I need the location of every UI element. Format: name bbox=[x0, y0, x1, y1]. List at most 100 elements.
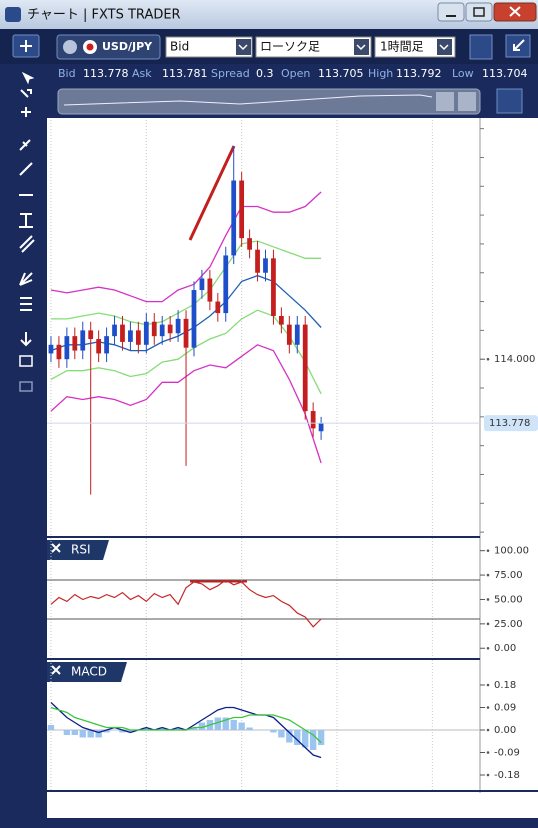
y-tick-label: -0.09 bbox=[494, 748, 520, 759]
panel-title: RSI bbox=[71, 543, 91, 557]
scroll-button[interactable] bbox=[469, 34, 493, 60]
candle-body bbox=[120, 324, 125, 342]
candle-body bbox=[231, 180, 237, 256]
y-tick-dot bbox=[486, 646, 490, 650]
maximize-button[interactable] bbox=[465, 2, 493, 22]
timeframe-dropdown[interactable] bbox=[374, 36, 456, 58]
drawing-tools[interactable] bbox=[19, 71, 35, 392]
price-side: Bid bbox=[170, 40, 189, 54]
quote-label: Spread bbox=[211, 67, 250, 80]
histogram-bar bbox=[87, 730, 94, 738]
price-side-dropdown[interactable] bbox=[165, 36, 253, 58]
candle-body bbox=[112, 324, 117, 337]
histogram-bar bbox=[246, 727, 253, 730]
symbol-selector[interactable] bbox=[56, 34, 161, 60]
candle-body bbox=[278, 315, 284, 325]
last-price-tag bbox=[484, 415, 538, 432]
candle-body bbox=[223, 255, 229, 314]
candle-body bbox=[48, 344, 54, 354]
y-tick-dot bbox=[486, 573, 490, 577]
candle-body bbox=[128, 330, 133, 342]
candle-body bbox=[104, 336, 109, 354]
y-tick-label: 0.09 bbox=[494, 703, 516, 714]
y-tick-dot bbox=[486, 706, 490, 709]
histogram-bar bbox=[174, 727, 182, 730]
band-line bbox=[50, 191, 322, 303]
candle-body bbox=[64, 336, 70, 360]
histogram-bar bbox=[317, 730, 325, 745]
window-title: チャート | FXTS TRADER bbox=[27, 8, 181, 23]
chart-type-dropdown[interactable] bbox=[255, 36, 372, 58]
x-tick-label: 12:00 bbox=[416, 798, 448, 811]
candle-body bbox=[167, 324, 173, 334]
candle-body bbox=[247, 238, 252, 250]
y-tick-label: 25.00 bbox=[494, 619, 523, 630]
quote-value: 113.792 bbox=[396, 67, 442, 80]
candle-body bbox=[175, 318, 181, 334]
histogram-bar bbox=[111, 730, 118, 731]
candle-body bbox=[135, 330, 141, 345]
y-tick-dot bbox=[486, 598, 490, 601]
quote-value: 0.3 bbox=[256, 67, 274, 80]
plots: 12:00 12:00 12:00 12:00 12:00 bbox=[35, 120, 480, 811]
quote-label: Ask bbox=[132, 67, 152, 80]
panel-tab bbox=[47, 540, 109, 560]
histogram-bar bbox=[254, 730, 261, 731]
quote-label: Low bbox=[452, 67, 474, 80]
quote-label: Bid bbox=[58, 67, 76, 80]
candle-body bbox=[239, 180, 245, 239]
y-tick-label: 0.00 bbox=[494, 643, 516, 654]
histogram-bar bbox=[222, 717, 229, 730]
candle-body bbox=[143, 321, 149, 345]
app-icon bbox=[5, 7, 21, 22]
histogram-bar bbox=[79, 730, 86, 738]
candle-body bbox=[318, 423, 324, 432]
last-price-label: 113.778 bbox=[489, 418, 530, 429]
y-tick-dot bbox=[486, 549, 490, 552]
y-tick-label: 75.00 bbox=[494, 570, 523, 581]
candle-body bbox=[80, 330, 86, 351]
macd-line bbox=[50, 706, 322, 743]
candle-body bbox=[72, 336, 78, 351]
histogram-bar bbox=[95, 730, 102, 738]
histogram-bar bbox=[47, 725, 55, 730]
minimize-button[interactable] bbox=[437, 2, 465, 22]
candle-body bbox=[215, 301, 221, 314]
candle-body bbox=[56, 344, 62, 360]
histogram-bar bbox=[119, 730, 126, 733]
x-tick-label: 12:00 bbox=[130, 798, 162, 811]
fit-button[interactable] bbox=[496, 88, 523, 114]
candle-body bbox=[183, 318, 189, 348]
y-tick-label: 100.00 bbox=[494, 546, 529, 557]
candle-body bbox=[191, 290, 197, 348]
candle-body bbox=[263, 258, 268, 273]
y-tick-label: -0.18 bbox=[494, 770, 520, 781]
histogram-bar bbox=[286, 730, 293, 743]
histogram-bar bbox=[262, 730, 269, 731]
y-tick-dot bbox=[486, 773, 490, 777]
histogram-bar bbox=[302, 730, 309, 748]
candle-body bbox=[199, 278, 205, 291]
panel-tab bbox=[47, 662, 127, 682]
band-line bbox=[51, 240, 322, 326]
histogram-bar bbox=[127, 730, 134, 733]
x-tick-label: 12:00 bbox=[226, 798, 258, 811]
candle-body bbox=[151, 321, 157, 337]
overview-scroller[interactable] bbox=[57, 88, 481, 115]
candle-body bbox=[159, 324, 165, 337]
symbol: USD/JPY bbox=[102, 40, 153, 53]
trend-line[interactable] bbox=[188, 145, 236, 241]
candle-body bbox=[207, 278, 213, 302]
y-tick-dot bbox=[486, 622, 490, 626]
x-tick-label: 12:00 bbox=[35, 798, 67, 811]
histogram-bar bbox=[230, 720, 237, 730]
candle-body bbox=[302, 324, 308, 412]
y-tick-label: 114.000 bbox=[494, 354, 535, 365]
histogram-bar bbox=[238, 722, 245, 730]
histogram-bar bbox=[190, 727, 198, 730]
quote-value: 113.781 bbox=[162, 67, 208, 80]
histogram-bar bbox=[214, 717, 221, 730]
histogram-bar bbox=[103, 730, 110, 733]
